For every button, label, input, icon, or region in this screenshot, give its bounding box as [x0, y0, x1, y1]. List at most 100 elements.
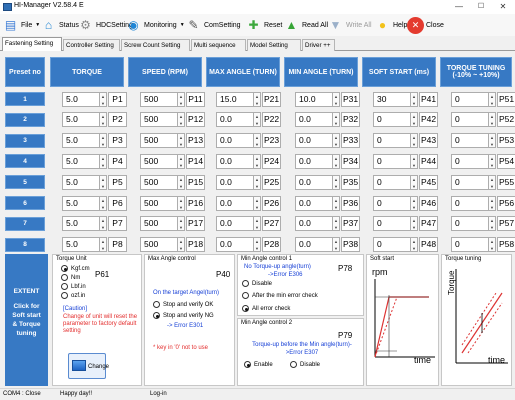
- minimize-button[interactable]: —: [455, 2, 463, 11]
- spinner-icon[interactable]: ▲ ▼: [333, 195, 340, 211]
- spinner-icon[interactable]: ▲ ▼: [333, 153, 340, 169]
- value-input[interactable]: 5.0: [62, 237, 100, 253]
- spinner-icon[interactable]: ▲ ▼: [411, 195, 418, 211]
- min-angle2-option-2[interactable]: Disable: [290, 361, 320, 368]
- spinner-icon[interactable]: ▲ ▼: [489, 133, 496, 149]
- value-input[interactable]: 500: [140, 153, 178, 169]
- min-angle1-option-2[interactable]: After the min error check: [242, 292, 318, 299]
- spinner-icon[interactable]: ▲ ▼: [178, 153, 185, 169]
- value-input[interactable]: 0: [451, 153, 489, 169]
- radio-icon[interactable]: [61, 292, 68, 299]
- toolbar-button-file[interactable]: ▤ File ▼: [2, 16, 40, 34]
- value-input[interactable]: 0.0: [295, 133, 333, 149]
- spinner-icon[interactable]: ▲ ▼: [254, 174, 261, 190]
- value-input[interactable]: 0.0: [295, 195, 333, 211]
- value-input[interactable]: 0: [451, 133, 489, 149]
- max-angle-option-2[interactable]: Stop and verify NG: [153, 312, 214, 319]
- spinner-icon[interactable]: ▲ ▼: [411, 216, 418, 232]
- spinner-icon[interactable]: ▲ ▼: [254, 216, 261, 232]
- torque-unit-option-4[interactable]: ozf.in: [61, 292, 85, 299]
- value-input[interactable]: 0.0: [216, 216, 254, 232]
- value-input[interactable]: 0.0: [216, 195, 254, 211]
- toolbar-button-status[interactable]: ⌂ Status: [40, 16, 79, 34]
- spinner-icon[interactable]: ▲ ▼: [254, 195, 261, 211]
- spinner-icon[interactable]: ▲ ▼: [411, 112, 418, 128]
- value-input[interactable]: 0: [451, 112, 489, 128]
- value-input[interactable]: 0.0: [216, 174, 254, 190]
- tab-screw-count-setting[interactable]: Screw Count Setting: [121, 39, 190, 51]
- value-input[interactable]: 0: [373, 112, 411, 128]
- spinner-icon[interactable]: ▲ ▼: [100, 112, 107, 128]
- value-input[interactable]: 500: [140, 174, 178, 190]
- radio-icon[interactable]: [61, 274, 68, 281]
- toolbar-button-hdcsetting[interactable]: ⚙ HDCSetting: [77, 16, 133, 34]
- radio-icon[interactable]: [61, 265, 68, 272]
- value-input[interactable]: 500: [140, 91, 178, 107]
- value-input[interactable]: 0.0: [295, 237, 333, 253]
- spinner-icon[interactable]: ▲ ▼: [178, 195, 185, 211]
- change-unit-button[interactable]: Change: [68, 353, 109, 379]
- spinner-icon[interactable]: ▲ ▼: [333, 216, 340, 232]
- spinner-icon[interactable]: ▲ ▼: [489, 174, 496, 190]
- tab-model-setting[interactable]: Model Setting: [247, 39, 301, 51]
- toolbar-button-help[interactable]: ● Help: [374, 16, 408, 34]
- value-input[interactable]: 15.0: [216, 91, 254, 107]
- toolbar-button-write-all[interactable]: ▼ Write All: [327, 16, 372, 34]
- value-input[interactable]: 5.0: [62, 133, 100, 149]
- spinner-icon[interactable]: ▲ ▼: [333, 91, 340, 107]
- spinner-icon[interactable]: ▲ ▼: [333, 133, 340, 149]
- value-input[interactable]: 0: [451, 91, 489, 107]
- spinner-icon[interactable]: ▲ ▼: [489, 216, 496, 232]
- value-input[interactable]: 500: [140, 216, 178, 232]
- value-input[interactable]: 30: [373, 91, 411, 107]
- tab-controller-setting[interactable]: Controller Setting: [63, 39, 120, 51]
- spinner-icon[interactable]: ▲ ▼: [254, 112, 261, 128]
- torque-unit-option-2[interactable]: Nm: [61, 274, 80, 281]
- window-close-button[interactable]: ✕: [499, 2, 507, 11]
- value-input[interactable]: 500: [140, 112, 178, 128]
- value-input[interactable]: 0.0: [216, 153, 254, 169]
- value-input[interactable]: 0: [451, 174, 489, 190]
- radio-icon[interactable]: [242, 305, 249, 312]
- value-input[interactable]: 0: [451, 216, 489, 232]
- spinner-icon[interactable]: ▲ ▼: [100, 174, 107, 190]
- radio-icon[interactable]: [153, 301, 160, 308]
- spinner-icon[interactable]: ▲ ▼: [489, 237, 496, 253]
- spinner-icon[interactable]: ▲ ▼: [411, 133, 418, 149]
- spinner-icon[interactable]: ▲ ▼: [178, 91, 185, 107]
- min-angle1-option-3[interactable]: All error check: [242, 305, 290, 312]
- spinner-icon[interactable]: ▲ ▼: [411, 174, 418, 190]
- spinner-icon[interactable]: ▲ ▼: [254, 153, 261, 169]
- value-input[interactable]: 0: [451, 237, 489, 253]
- toolbar-button-comsetting[interactable]: ✎ ComSetting: [185, 16, 240, 34]
- spinner-icon[interactable]: ▲ ▼: [100, 91, 107, 107]
- torque-unit-option-1[interactable]: Kgf.cm: [61, 265, 90, 272]
- value-input[interactable]: 500: [140, 133, 178, 149]
- radio-icon[interactable]: [244, 361, 251, 368]
- value-input[interactable]: 0.0: [216, 237, 254, 253]
- torque-unit-option-3[interactable]: Lbf.in: [61, 283, 86, 290]
- radio-icon[interactable]: [290, 361, 297, 368]
- value-input[interactable]: 0.0: [295, 112, 333, 128]
- value-input[interactable]: 0: [373, 237, 411, 253]
- spinner-icon[interactable]: ▲ ▼: [100, 153, 107, 169]
- spinner-icon[interactable]: ▲ ▼: [178, 216, 185, 232]
- tab-fastening-setting[interactable]: Fastening Setting: [2, 37, 62, 51]
- maximize-button[interactable]: ☐: [477, 3, 485, 10]
- value-input[interactable]: 5.0: [62, 112, 100, 128]
- toolbar-button-monitoring[interactable]: ◉ Monitoring ▼: [125, 16, 184, 34]
- spinner-icon[interactable]: ▲ ▼: [178, 174, 185, 190]
- value-input[interactable]: 5.0: [62, 216, 100, 232]
- tab-driver-[interactable]: Driver ++: [302, 39, 335, 51]
- min-angle2-option-1[interactable]: Enable: [244, 361, 273, 368]
- spinner-icon[interactable]: ▲ ▼: [100, 216, 107, 232]
- value-input[interactable]: 0: [373, 174, 411, 190]
- value-input[interactable]: 0: [373, 195, 411, 211]
- value-input[interactable]: 5.0: [62, 153, 100, 169]
- value-input[interactable]: 5.0: [62, 195, 100, 211]
- spinner-icon[interactable]: ▲ ▼: [254, 133, 261, 149]
- spinner-icon[interactable]: ▲ ▼: [254, 91, 261, 107]
- radio-icon[interactable]: [242, 280, 249, 287]
- spinner-icon[interactable]: ▲ ▼: [178, 112, 185, 128]
- radio-icon[interactable]: [61, 283, 68, 290]
